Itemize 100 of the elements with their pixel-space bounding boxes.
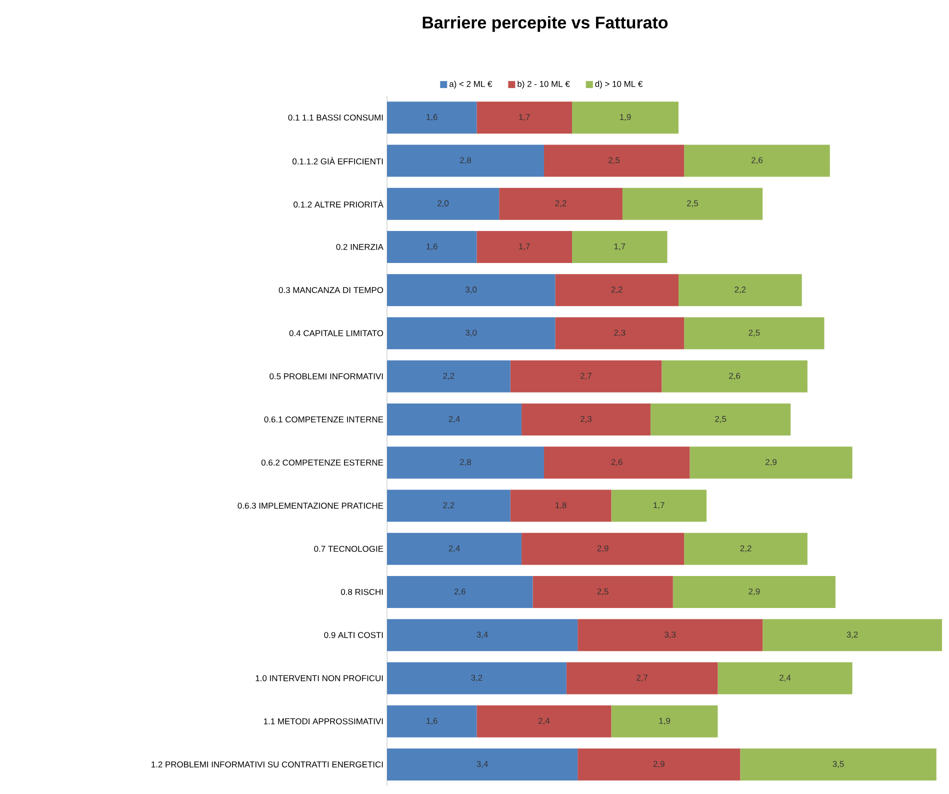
y-tick-label: 0.1 1.1 BASSI CONSUMI — [288, 114, 383, 121]
y-tick-label: 0.2 INERZIA — [336, 244, 384, 250]
data-label: 2,9 — [597, 545, 608, 552]
bar — [387, 317, 556, 350]
data-label: 2,8 — [460, 459, 472, 466]
data-label: 3,4 — [476, 760, 488, 768]
y-tick-label: 0.8 RISCHI — [340, 588, 383, 595]
data-label: 1,6 — [426, 718, 438, 725]
bar — [762, 619, 942, 652]
data-label: 2,7 — [580, 372, 592, 380]
bar — [532, 576, 673, 608]
data-label: 2,6 — [611, 459, 622, 466]
chart-title: Barriere percepite vs Fatturato — [422, 16, 668, 32]
data-label: 2,7 — [636, 674, 648, 682]
y-tick-label: 0.6.1 COMPETENZE INTERNE — [264, 416, 384, 422]
bar — [611, 705, 718, 738]
bar — [684, 144, 830, 177]
bar — [387, 446, 544, 479]
data-label: 1,7 — [614, 243, 626, 250]
bar — [718, 662, 852, 694]
bar — [650, 403, 791, 436]
data-label: 1,7 — [519, 243, 530, 250]
data-label: 1,9 — [659, 718, 670, 725]
data-label: 3,2 — [471, 674, 482, 682]
bar — [578, 619, 763, 652]
bar — [387, 490, 510, 522]
bar — [555, 317, 684, 350]
y-tick-label: 0.6.2 COMPETENZE ESTERNE — [261, 460, 384, 466]
bar — [510, 360, 662, 392]
y-tick-label: 0.5 PROBLEMI INFORMATIVI — [270, 373, 383, 380]
bar — [387, 144, 544, 177]
data-label: 2,5 — [715, 416, 726, 423]
data-label: 3,0 — [466, 330, 477, 337]
legend-label: a) < 2 ML € — [449, 80, 492, 89]
bar — [387, 576, 533, 608]
bar — [387, 748, 578, 780]
bar — [611, 490, 707, 522]
data-label: 2,6 — [752, 157, 763, 164]
data-label: 3,3 — [664, 632, 676, 639]
y-tick-label: 1.1 METODI APPROSSIMATIVI — [264, 718, 383, 724]
data-label: 2,6 — [729, 372, 740, 380]
data-label: 3,4 — [476, 632, 488, 639]
bar — [387, 360, 510, 392]
data-label: 1,7 — [654, 502, 664, 510]
bar — [678, 274, 802, 306]
bar — [662, 360, 808, 392]
bar — [572, 230, 668, 263]
bar — [544, 144, 684, 177]
bar — [522, 403, 650, 436]
bar — [387, 662, 566, 694]
legend-label: d) > 10 ML € — [595, 80, 643, 89]
data-label: 2,3 — [580, 416, 592, 423]
bar — [555, 274, 679, 306]
data-label: 3,0 — [466, 286, 477, 294]
data-label: 1,7 — [519, 114, 530, 121]
data-label: 1,6 — [426, 114, 438, 122]
data-label: 2,8 — [460, 157, 472, 164]
bar — [476, 102, 572, 134]
data-label: 2,4 — [538, 718, 550, 725]
bar — [684, 317, 824, 350]
bar — [578, 748, 740, 780]
data-label: 2,5 — [597, 588, 608, 596]
data-label: 2,9 — [653, 760, 664, 768]
bar — [387, 532, 522, 565]
data-label: 2,5 — [608, 157, 620, 164]
data-label: 1,9 — [620, 114, 631, 122]
data-label: 2,2 — [443, 372, 454, 380]
data-label: 3,2 — [846, 632, 858, 639]
bar — [499, 188, 622, 220]
data-label: 2,2 — [611, 286, 622, 294]
y-tick-label: 0.4 CAPITALE LIMITATO — [289, 330, 384, 336]
data-label: 2,9 — [766, 459, 777, 466]
y-tick-label: 0.6.3 IMPLEMENTAZIONE PRATICHE — [238, 502, 384, 509]
bar — [387, 619, 578, 652]
data-label: 2,2 — [555, 200, 566, 208]
bar — [387, 188, 500, 220]
data-label: 1,6 — [426, 243, 438, 250]
bar — [572, 102, 679, 134]
data-label: 2,2 — [740, 545, 752, 552]
data-label: 2,4 — [448, 416, 460, 423]
bar — [387, 274, 556, 306]
data-label: 2,3 — [614, 330, 626, 337]
y-tick-label: 0.1.1.2 GIÀ EFFICIENTI — [292, 156, 383, 164]
bar — [672, 576, 836, 608]
data-label: 2,0 — [438, 200, 449, 208]
bar — [684, 532, 808, 565]
data-label: 2,4 — [448, 545, 460, 552]
y-tick-label: 0.7 TECNOLOGIE — [314, 546, 384, 552]
bar — [476, 705, 612, 738]
bar — [622, 188, 763, 220]
data-label: 2,9 — [748, 588, 760, 596]
data-label: 2,2 — [734, 286, 746, 294]
bar — [510, 490, 612, 522]
bar — [740, 748, 936, 780]
data-label: 1,8 — [556, 502, 566, 510]
y-tick-label: 0.1.2 ALTRE PRIORITÀ — [294, 200, 384, 208]
bar — [544, 446, 690, 479]
y-tick-label: 0.9 ALTI COSTI — [324, 632, 383, 638]
data-label: 2,5 — [748, 330, 760, 337]
data-label: 2,4 — [780, 674, 791, 682]
